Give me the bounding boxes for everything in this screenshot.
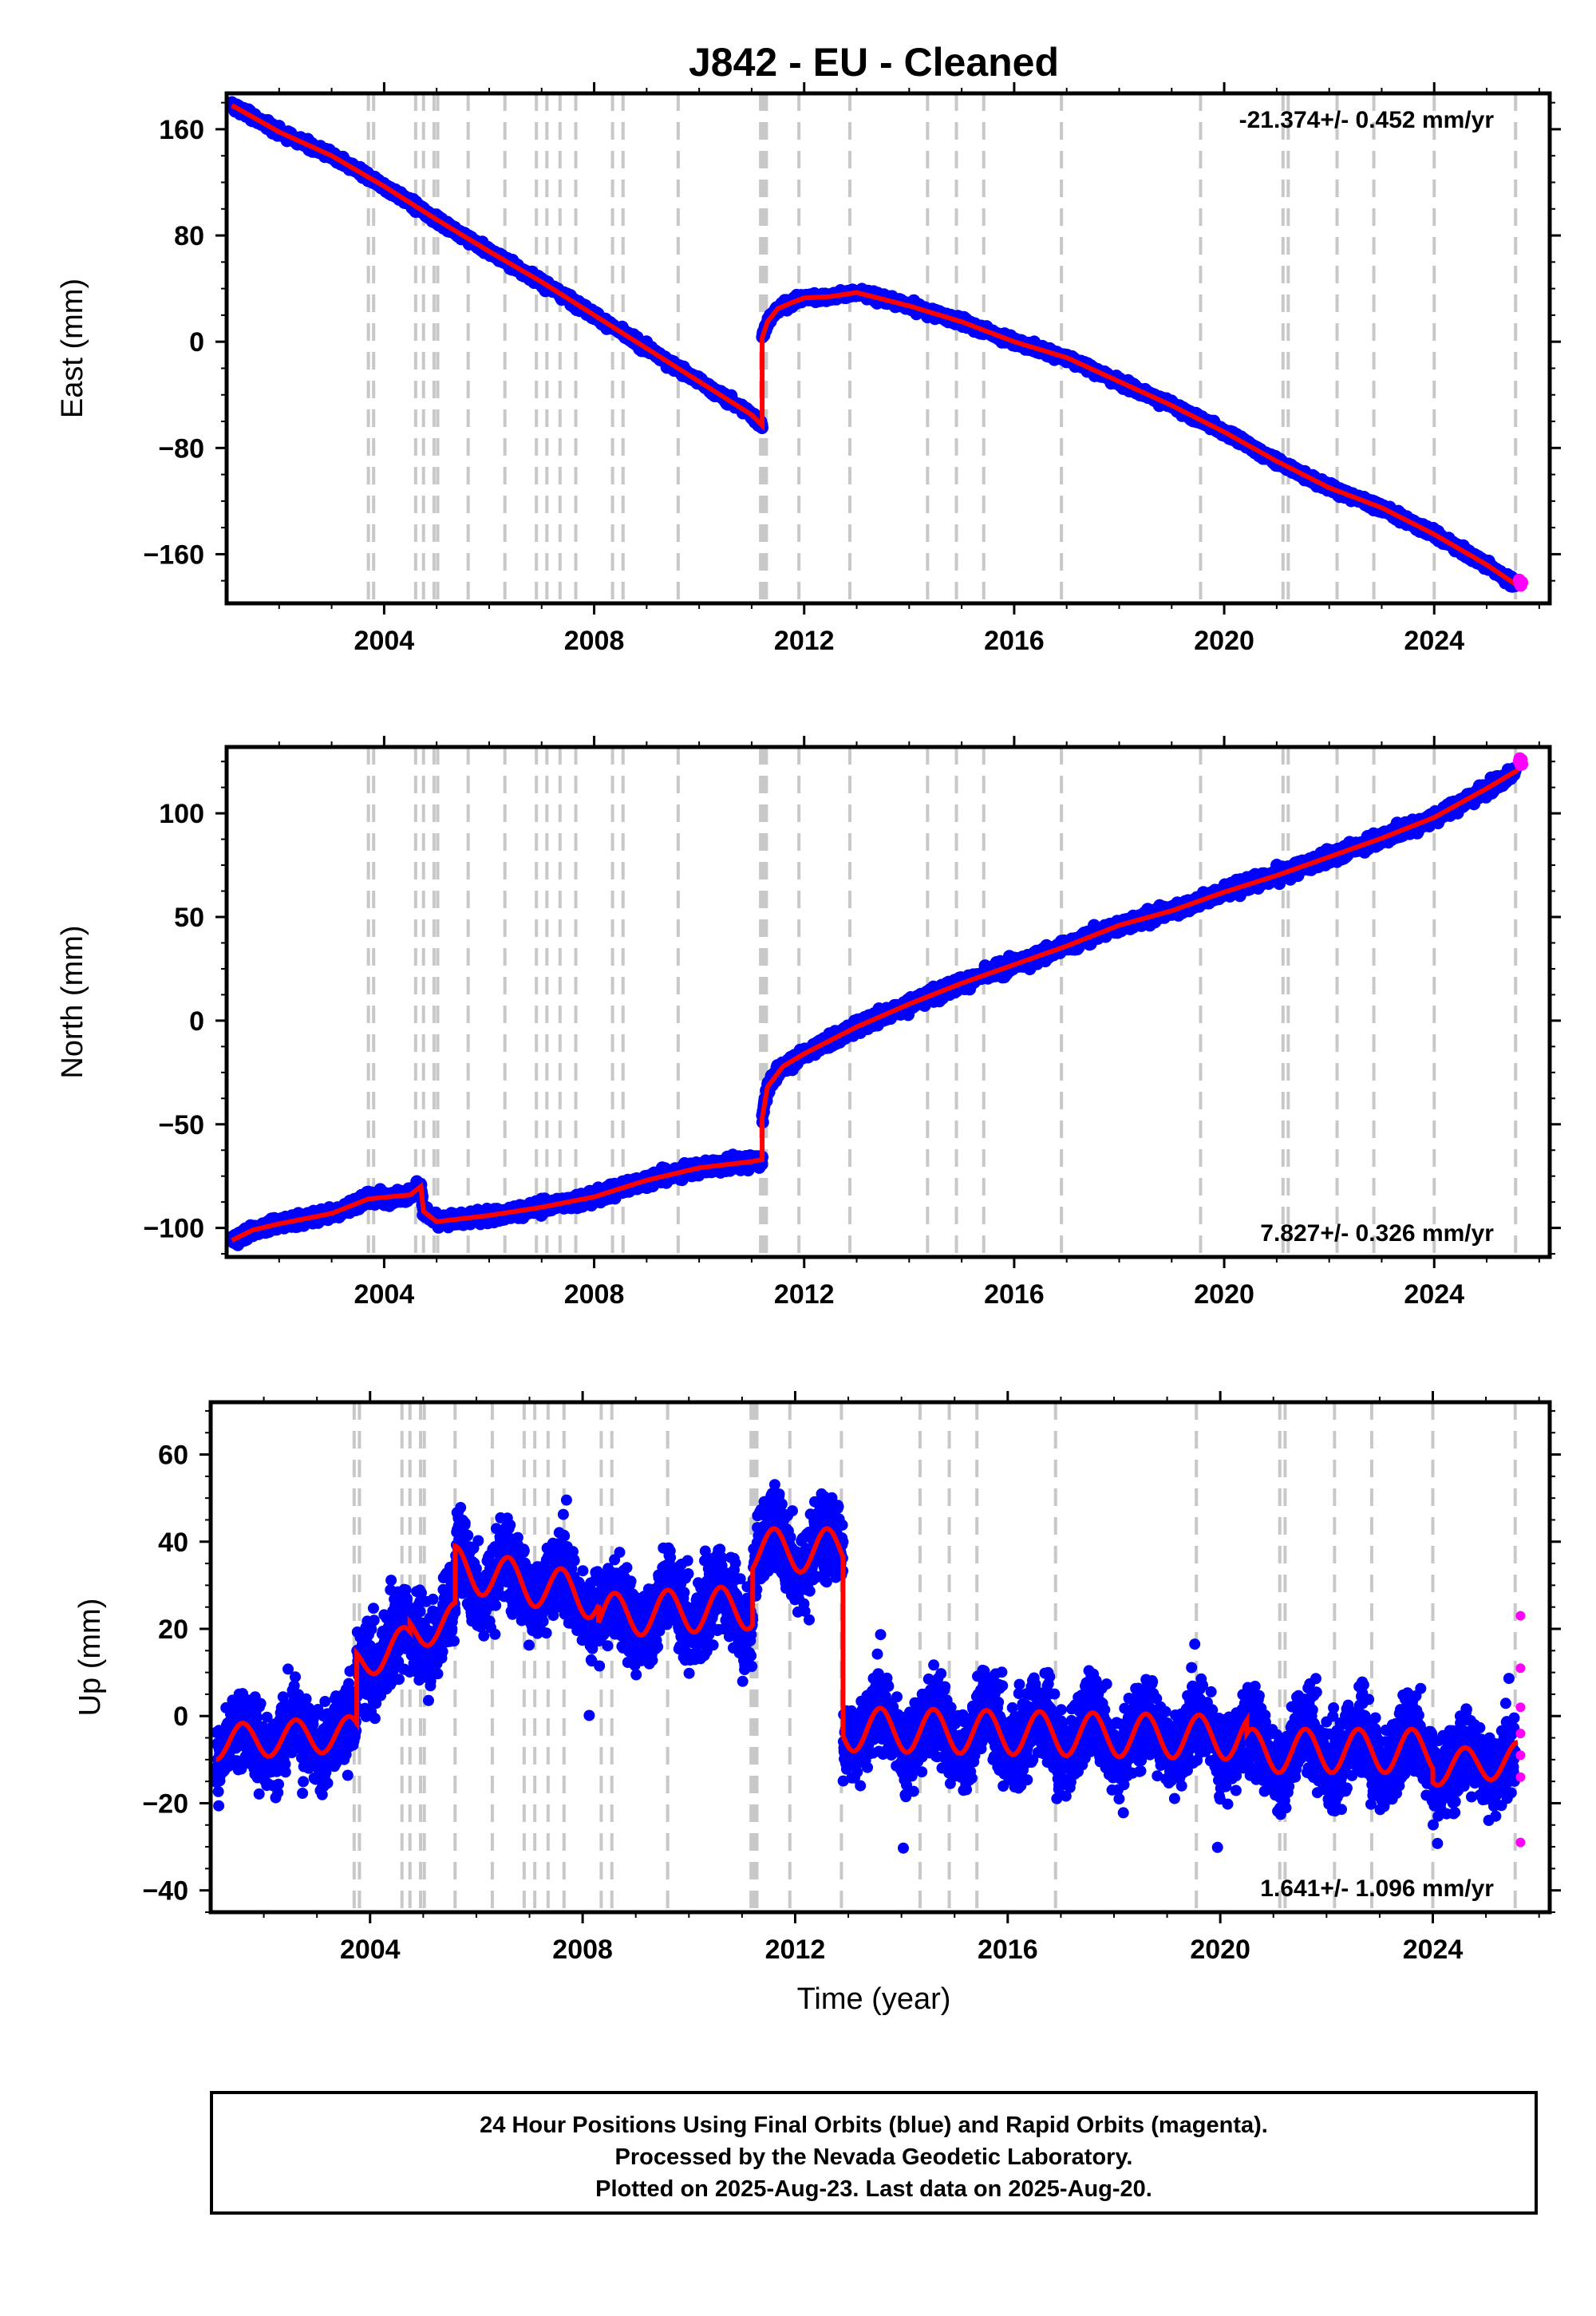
x-tick-label: 2024 [1404,626,1464,656]
y-tick-label: −160 [143,539,204,570]
y-tick-label: 0 [189,327,204,358]
x-tick-label: 2012 [774,626,835,656]
final-orbit-points [227,761,1522,1251]
east-panel: 160 80 0 −80 −160 2004 2008 2012 2016 2020 2024 Eas… [56,82,1561,656]
x-tick-label: 2016 [984,626,1045,656]
x-tick-label: 2004 [354,626,415,656]
rapid-orbit-points [1512,573,1529,592]
plot-frame [224,91,1552,606]
final-orbit-points [227,96,1522,593]
x-tick-label: 2020 [1194,626,1254,656]
x-tick-label: 2008 [564,626,625,656]
y-tick-label: 160 [159,115,204,145]
rapid-orbit-point [1515,575,1529,589]
y-tick-label: 80 [174,221,204,251]
rate-label: -21.374+/- 0.452 mm/yr [1239,107,1495,133]
y-axis-label: East (mm) [56,279,89,418]
figure-title: J842 - EU - Cleaned [689,40,1059,85]
y-tick-label: −80 [158,433,204,464]
model-line [231,103,1520,588]
event-lines [366,93,1518,603]
